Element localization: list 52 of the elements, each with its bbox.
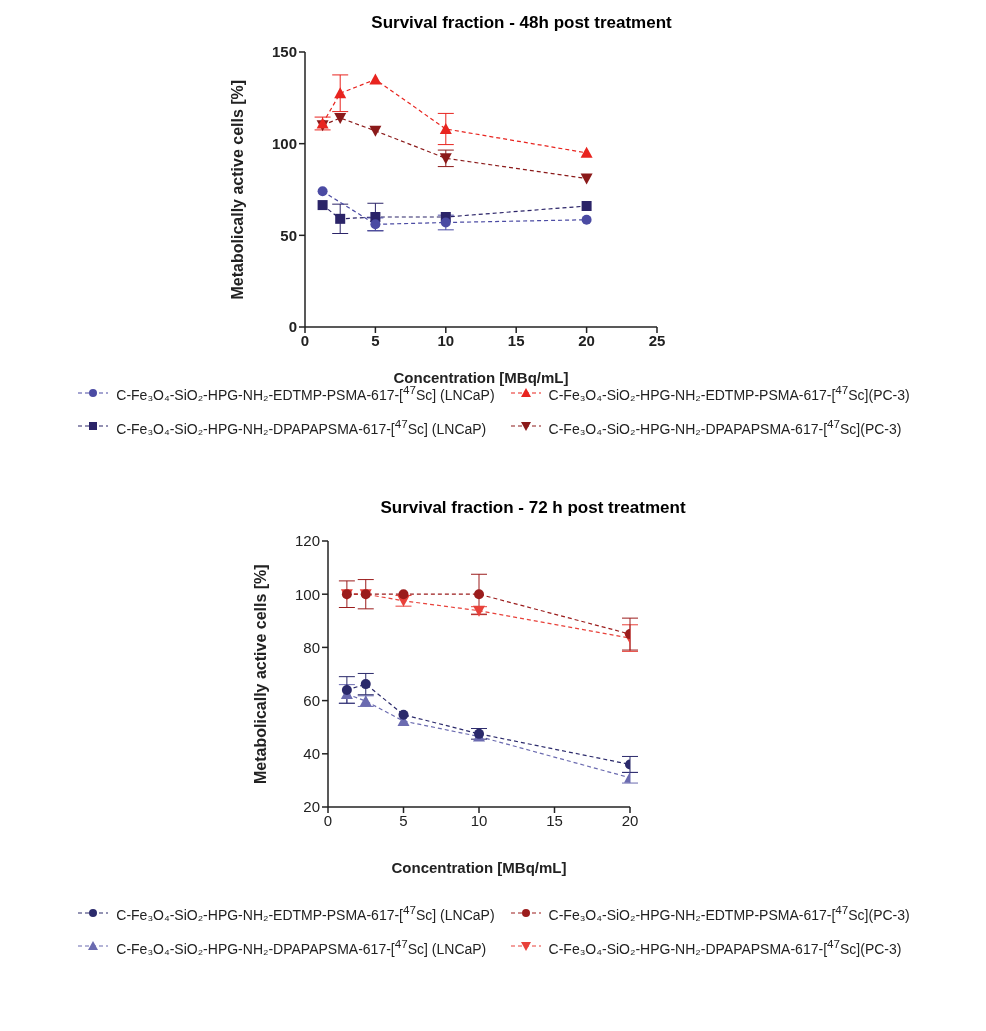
point [440, 217, 451, 228]
point [334, 87, 347, 99]
x-tick-label: 5 [399, 811, 408, 829]
y-axis-title: Metabolically active cells [%] [251, 564, 269, 784]
point [335, 213, 346, 224]
point [439, 153, 452, 165]
x-tick-label: 20 [621, 811, 639, 829]
legend-label: C-Fe₃O₄-SiO₂-HPG-NH₂-EDTMP-PSMA-617-[$^{47}$Sc] (LNCaP) [116, 383, 495, 403]
x-tick-label: 15 [507, 331, 525, 349]
point [581, 214, 592, 225]
point [334, 113, 347, 124]
point [369, 73, 382, 85]
point [581, 201, 592, 211]
legend-label: C-Fe₃O₄-SiO₂-HPG-NH₂-EDTMP-PSMA-617-[$^{47}$Sc] (LNCaP) [116, 903, 495, 923]
legend-label: C-Fe₃O₄-SiO₂-HPG-NH₂-DPAPAPSMA-617-[$^{47}$Sc](PC-3) [548, 936, 902, 957]
point [580, 146, 593, 158]
point [398, 709, 409, 720]
legend-label: C-Fe₃O₄-SiO₂-HPG-NH₂-EDTMP-PSMA-617-[$^{47}$Sc](PC-3) [548, 903, 910, 923]
x-tick-label: 5 [371, 331, 380, 349]
legend-label: C-Fe₃O₄-SiO₂-HPG-NH₂-DPAPAPSMA-617-[$^{47}$Sc](PC-3) [548, 416, 902, 437]
legend-label: C-Fe₃O₄-SiO₂-HPG-NH₂-DPAPAPSMA-617-[$^{47}$Sc] (LNCaP) [116, 936, 487, 957]
y-tick-label: 150 [271, 43, 297, 61]
chart-title: Survival fraction - 48h post treatment [370, 12, 673, 34]
x-tick-label: 15 [546, 811, 563, 829]
x-tick-label: 0 [323, 811, 333, 829]
point [370, 219, 381, 230]
point [317, 186, 328, 197]
point [398, 589, 409, 600]
y-tick-label: 0 [288, 318, 297, 336]
x-tick-label: 25 [648, 331, 666, 349]
y-tick-label: 100 [271, 134, 297, 152]
y-tick-label: 80 [303, 638, 320, 656]
y-tick-label: 40 [303, 745, 320, 763]
point [360, 679, 371, 690]
x-tick-label: 10 [437, 331, 455, 349]
y-tick-label: 20 [303, 798, 320, 816]
point [474, 589, 484, 600]
y-tick-label: 100 [294, 585, 320, 603]
point [439, 123, 452, 134]
chart-title: Survival fraction - 72 h post treatment [379, 497, 687, 519]
legend-label: C-Fe₃O₄-SiO₂-HPG-NH₂-DPAPAPSMA-617-[$^{47}$Sc] (LNCaP) [116, 416, 487, 437]
x-tick-label: 10 [470, 811, 488, 829]
y-tick-label: 50 [280, 226, 297, 244]
y-axis-title: Metabolically active cells [%] [228, 79, 246, 300]
x-tick-label: 20 [578, 331, 595, 349]
y-tick-label: 60 [303, 691, 320, 709]
point [317, 200, 328, 211]
point [580, 173, 593, 185]
point [369, 125, 382, 137]
x-axis-title: Concentration [MBq/mL] [391, 859, 567, 876]
y-tick-label: 120 [294, 532, 320, 550]
point [341, 684, 352, 695]
